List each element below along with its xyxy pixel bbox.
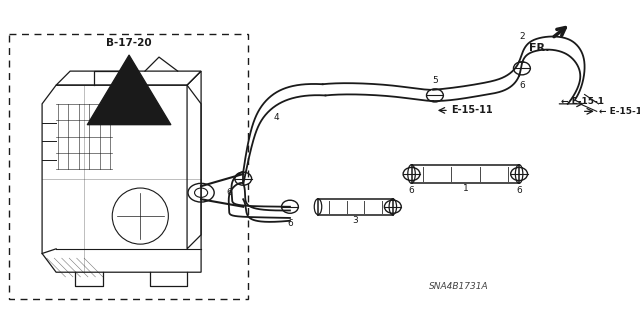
Text: 6: 6: [409, 186, 415, 195]
Text: 3: 3: [353, 216, 358, 225]
Text: 4: 4: [273, 113, 279, 122]
Text: 1: 1: [463, 183, 468, 193]
Text: 6: 6: [287, 219, 293, 228]
Text: SNA4B1731A: SNA4B1731A: [429, 282, 488, 291]
Text: ← E-15-1: ← E-15-1: [598, 107, 640, 116]
Text: 2: 2: [519, 32, 525, 41]
Bar: [10, 34, 248, 299]
Text: B-17-20: B-17-20: [106, 38, 152, 48]
Text: 5: 5: [432, 76, 438, 85]
Text: ← E-15-1: ← E-15-1: [561, 98, 604, 107]
Text: FR.: FR.: [529, 43, 550, 53]
Text: 6: 6: [227, 188, 232, 197]
Text: 6: 6: [516, 186, 522, 195]
Text: E-15-11: E-15-11: [451, 105, 492, 115]
Text: 6: 6: [519, 81, 525, 90]
